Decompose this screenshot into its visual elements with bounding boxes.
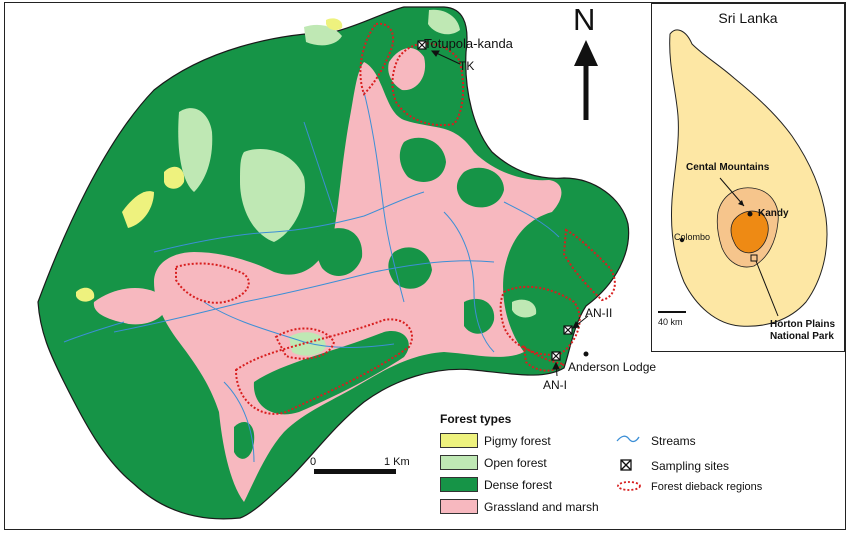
dense-forest-patch [234,422,255,459]
open-forest-patch [304,24,342,46]
pigmy-forest-patch [326,18,343,31]
dense-forest-swatch [440,477,478,492]
dense-forest-patch [464,298,495,334]
legend-sampling: Sampling sites [651,459,730,473]
kandy-label: Kandy [758,208,789,219]
kandy-dot [747,211,753,217]
dense-forest-patch [388,247,432,289]
sri-lanka-map [658,29,828,327]
sri-lanka-inset: Sri Lanka Cental Mountains Kandy Colombo… [651,3,845,352]
pigmy-forest-swatch [440,433,478,448]
legend-item-grassland: Grassland and marsh [484,500,599,514]
tk-label: TK [459,59,475,73]
colombo-label: Colombo [674,232,711,242]
colombo-dot [679,237,685,243]
legend-item-dense: Dense forest [484,478,553,492]
north-label: N [573,2,596,37]
pigmy-forest-patch [122,191,154,228]
grassland-swatch [440,499,478,514]
sampling-site-an-i [551,351,561,361]
pigmy-forest-patch [164,166,185,189]
legend: Forest types Pigmy forest Open forest De… [440,412,800,522]
an-ii-label: AN-II [585,306,613,320]
open-forest-patch [289,332,326,356]
sampling-site-totupola [417,40,427,50]
horton-plains-park [730,210,769,254]
label-arrows [430,50,589,377]
legend-item-open: Open forest [484,456,547,470]
scale-zero-label: 0 [310,456,317,468]
horton-plains-label-2: National Park [770,331,834,342]
pigmy-forest-patch [76,287,95,302]
anderson-lodge-label: Anderson Lodge [568,360,657,374]
open-forest-patch [512,299,537,318]
sampling-site-icon [620,459,632,471]
open-forest-patch [240,149,305,242]
legend-streams: Streams [651,434,696,448]
legend-dieback: Forest dieback regions [651,481,763,493]
inset-scale-label: 40 km [658,317,683,327]
stream-icon [616,435,640,443]
grassland-patch [93,287,167,325]
dense-forest-patch [253,331,409,415]
scale-end-label: 1 Km [384,456,410,468]
an-i-label: AN-I [543,378,567,392]
dense-forest-patch [456,167,504,208]
streams [63,91,560,463]
dense-forest-patch [316,228,363,276]
horton-plains-label-1: Horton Plains [770,319,836,330]
dieback-icon [617,481,641,491]
cental-mountains-label: Cental Mountains [686,162,770,173]
inset-title: Sri Lanka [718,10,778,26]
horton-plains-map [37,6,630,520]
dense-forest-patch [399,137,446,182]
open-forest-patch [428,9,460,35]
sampling-site-an-ii [563,325,573,335]
study-area-marker [750,254,758,262]
legend-title: Forest types [440,412,512,426]
totupola-kanda-label: Totupola-kanda [424,36,513,51]
anderson-lodge-dot [583,351,589,357]
scale-bar: 0 1 Km [308,455,418,481]
legend-item-pigmy: Pigmy forest [484,434,551,448]
north-arrow [574,40,598,120]
open-forest-swatch [440,455,478,470]
open-forest-patch [178,108,213,192]
sri-lanka-island [669,29,828,327]
